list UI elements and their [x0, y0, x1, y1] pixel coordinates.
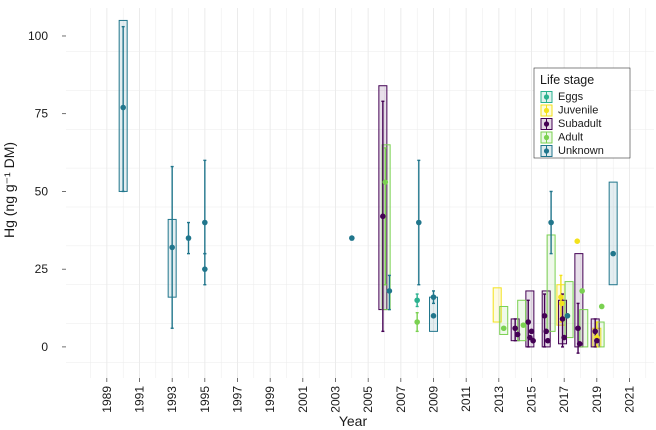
subadult-point	[512, 325, 518, 332]
legend-label-unknown: Unknown	[558, 145, 604, 157]
adult-point	[500, 325, 507, 332]
unknown-point	[386, 288, 393, 294]
y-tick-label: 0	[41, 340, 48, 354]
adult-point	[579, 288, 585, 294]
subadult-point	[594, 337, 600, 344]
x-tick-label: 2021	[623, 386, 637, 413]
subadult-point	[380, 213, 386, 220]
y-axis-title: Hg (ng g⁻¹ DM)	[1, 142, 17, 238]
adult-box	[381, 144, 391, 311]
x-tick-label: 1989	[100, 386, 114, 413]
adult-point	[598, 303, 605, 310]
unknown-point	[349, 235, 355, 241]
x-tick-label: 1993	[165, 386, 179, 413]
subadult-point	[530, 337, 536, 344]
legend-swatch-point-adult	[543, 134, 550, 141]
unknown-point	[202, 266, 208, 272]
x-tick-label: 1995	[198, 386, 212, 413]
juvenile-point	[558, 300, 565, 307]
x-tick-label: 1999	[263, 386, 277, 413]
x-tick-label: 2003	[329, 386, 343, 413]
x-tick-label: 2007	[394, 386, 408, 413]
y-tick-label: 75	[35, 107, 49, 121]
juvenile-box	[492, 287, 502, 323]
legend-swatch-point-unknown	[543, 148, 550, 154]
subadult-box	[574, 253, 584, 348]
juvenile-point	[558, 294, 564, 300]
unknown-point	[548, 219, 554, 226]
x-tick-label: 2009	[427, 386, 441, 413]
juvenile-point	[574, 238, 581, 244]
x-axis-title: Year	[339, 413, 368, 429]
y-axis-ticks: 0 25 50 75 100	[28, 29, 66, 354]
unknown-point	[169, 244, 175, 251]
subadult-point	[541, 313, 548, 319]
adult-box	[564, 281, 574, 339]
x-tick-label: 1997	[231, 386, 245, 413]
x-tick-label: 2017	[557, 386, 571, 413]
adult-box	[499, 305, 509, 335]
unknown-point	[430, 313, 437, 319]
legend-title: Life stage	[540, 73, 594, 87]
x-axis-ticks: 1989 1991 1993 1995 1997 1999 2001 2003 2005 2007…	[100, 378, 637, 413]
legend-label-adult: Adult	[558, 132, 583, 144]
adult-box	[595, 321, 605, 348]
subadult-point	[561, 334, 567, 341]
subadult-point	[576, 340, 583, 347]
subadult-box	[541, 290, 551, 348]
point-layer	[120, 104, 616, 347]
unknown-point	[120, 104, 126, 111]
x-tick-label: 2015	[525, 386, 539, 413]
x-tick-label: 2011	[459, 386, 473, 412]
unknown-point	[416, 219, 422, 226]
grid	[66, 8, 654, 378]
x-tick-label: 2013	[492, 386, 506, 413]
adult-point	[520, 322, 527, 328]
legend-label-eggs: Eggs	[558, 91, 584, 103]
unknown-box	[608, 181, 618, 286]
subadult-point	[545, 337, 551, 344]
legend-swatch-point-eggs	[543, 94, 550, 100]
legend-label-subadult: Subadult	[558, 118, 601, 130]
subadult-point	[559, 316, 566, 322]
eggs-point	[414, 297, 420, 304]
x-tick-label: 1991	[133, 386, 147, 413]
subadult-point	[514, 331, 521, 338]
legend-swatch-point-subadult	[543, 121, 550, 127]
subadult-point	[575, 325, 581, 332]
legend-swatch-point-juvenile	[543, 107, 550, 114]
subadult-point	[592, 328, 598, 335]
unknown-point	[202, 219, 208, 226]
legend-label-juvenile: Juvenile	[558, 105, 598, 117]
subadult-point	[528, 328, 535, 335]
unknown-point	[564, 313, 571, 319]
subadult-point	[543, 328, 549, 335]
unknown-point	[185, 235, 192, 241]
adult-point	[382, 179, 389, 185]
unknown-point	[610, 250, 616, 257]
x-tick-label: 2001	[296, 386, 310, 413]
x-tick-label: 2019	[590, 386, 604, 413]
adult-box	[517, 299, 527, 342]
y-tick-label: 50	[35, 184, 49, 198]
unknown-point	[430, 294, 437, 300]
x-tick-label: 2005	[361, 386, 375, 413]
adult-point	[414, 319, 420, 325]
y-tick-label: 25	[35, 262, 49, 276]
subadult-point	[525, 319, 532, 325]
y-tick-label: 100	[28, 29, 48, 43]
